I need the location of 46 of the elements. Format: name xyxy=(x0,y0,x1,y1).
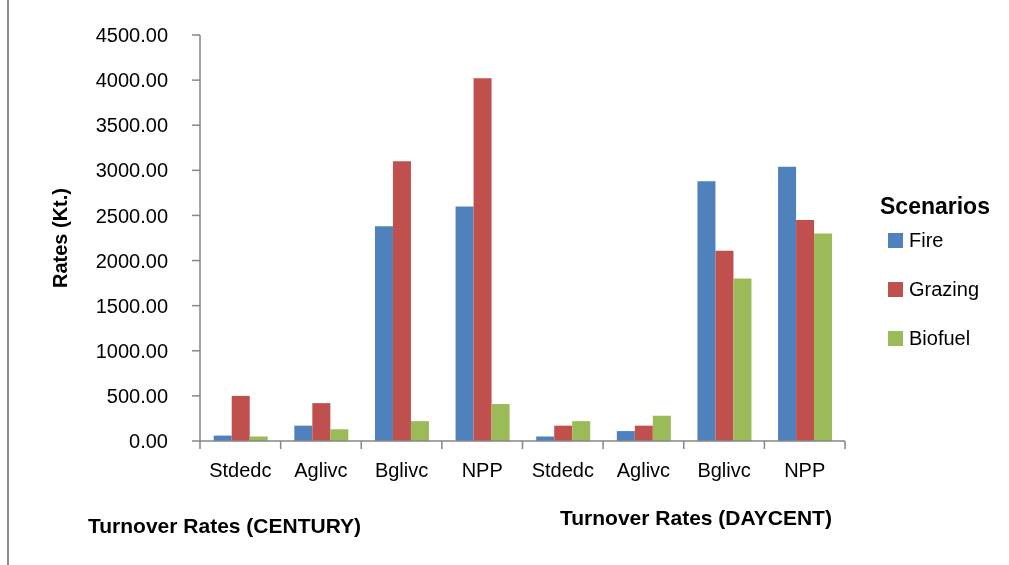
legend-label: Grazing xyxy=(909,278,980,300)
y-axis-title: Rates (Kt.) xyxy=(49,187,72,289)
bar xyxy=(652,415,671,441)
bar xyxy=(491,404,510,441)
bar xyxy=(473,78,492,441)
bar xyxy=(392,161,411,441)
bar xyxy=(294,425,313,441)
y-tick-label: 0.00 xyxy=(129,430,168,453)
bar xyxy=(733,278,752,441)
x-tick-label: Bglivc xyxy=(374,459,429,482)
legend-label: Fire xyxy=(909,229,944,251)
legend-label: Biofuel xyxy=(909,327,971,349)
bar xyxy=(778,166,797,441)
y-tick-label: 2500.00 xyxy=(95,204,168,227)
bar xyxy=(572,421,591,441)
bar xyxy=(374,226,393,441)
bar xyxy=(715,250,734,441)
bar xyxy=(231,395,250,441)
bar xyxy=(796,219,815,441)
y-tick-label: 1500.00 xyxy=(95,294,168,317)
x-tick-label: Stdedc xyxy=(209,459,272,482)
bar xyxy=(455,206,474,441)
text: Turnover Rates (DAYCENT) xyxy=(560,506,832,529)
x-tick-label: Aglivc xyxy=(294,459,348,482)
bar xyxy=(554,425,573,441)
bar xyxy=(697,181,716,441)
bar xyxy=(330,429,349,441)
x-tick-label: Stdedc xyxy=(531,459,594,482)
y-tick-label: 4500.00 xyxy=(95,24,168,47)
x-tick-label: Aglivc xyxy=(616,459,671,482)
legend-title: Scenarios xyxy=(880,193,990,219)
bar xyxy=(814,233,833,441)
x-tick-label: Bglivc xyxy=(697,459,751,482)
y-tick-label: 2000.00 xyxy=(95,249,168,272)
x-tick-label: NPP xyxy=(461,459,503,482)
bar xyxy=(410,421,429,441)
bar xyxy=(616,431,635,441)
y-tick-label: 3000.00 xyxy=(95,159,168,182)
y-tick-label: 1000.00 xyxy=(95,339,168,362)
y-tick-label: 4000.00 xyxy=(95,69,168,92)
bar xyxy=(634,425,653,441)
bar xyxy=(312,403,331,441)
y-tick-label: 500.00 xyxy=(106,384,168,407)
y-tick-label: 3500.00 xyxy=(95,114,168,137)
x-tick-label: NPP xyxy=(784,459,826,482)
text: Turnover Rates (CENTURY) xyxy=(88,514,362,537)
